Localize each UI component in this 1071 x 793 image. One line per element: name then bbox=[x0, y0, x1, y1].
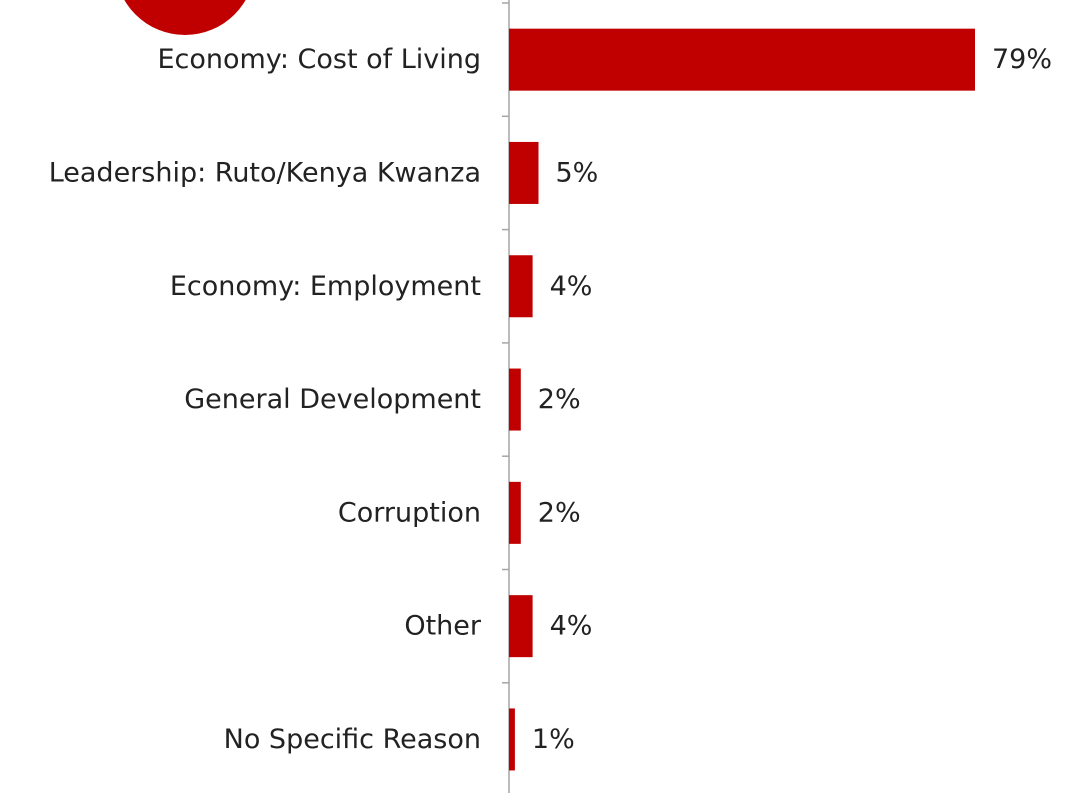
data-label: 5% bbox=[555, 157, 598, 188]
bar bbox=[509, 28, 975, 91]
data-label: 2% bbox=[538, 497, 581, 528]
data-label: 4% bbox=[550, 271, 593, 302]
bar bbox=[509, 708, 515, 771]
data-label: 79% bbox=[992, 44, 1052, 75]
category-label: Leadership: Ruto/Kenya Kwanza bbox=[49, 157, 481, 188]
bar bbox=[509, 595, 533, 658]
bar bbox=[509, 481, 521, 544]
bar bbox=[509, 141, 539, 204]
category-label: Economy: Cost of Living bbox=[157, 44, 481, 75]
bar bbox=[509, 368, 521, 431]
red-circle-badge bbox=[124, 0, 246, 35]
axis-ticks bbox=[502, 2, 509, 684]
category-label: Economy: Employment bbox=[170, 271, 481, 302]
bar bbox=[509, 255, 533, 318]
category-label: Other bbox=[404, 611, 482, 642]
category-label: General Development bbox=[184, 384, 481, 415]
value-labels: 79% 5% 4% 2% 2% 4% 1% bbox=[532, 44, 1052, 755]
category-label: Corruption bbox=[338, 497, 481, 528]
category-labels: Economy: Cost of Living Leadership: Ruto/… bbox=[49, 44, 482, 755]
bars bbox=[509, 28, 975, 771]
data-label: 1% bbox=[532, 724, 575, 755]
data-label: 4% bbox=[550, 611, 593, 642]
data-label: 2% bbox=[538, 384, 581, 415]
category-label: No Specific Reason bbox=[224, 724, 481, 755]
